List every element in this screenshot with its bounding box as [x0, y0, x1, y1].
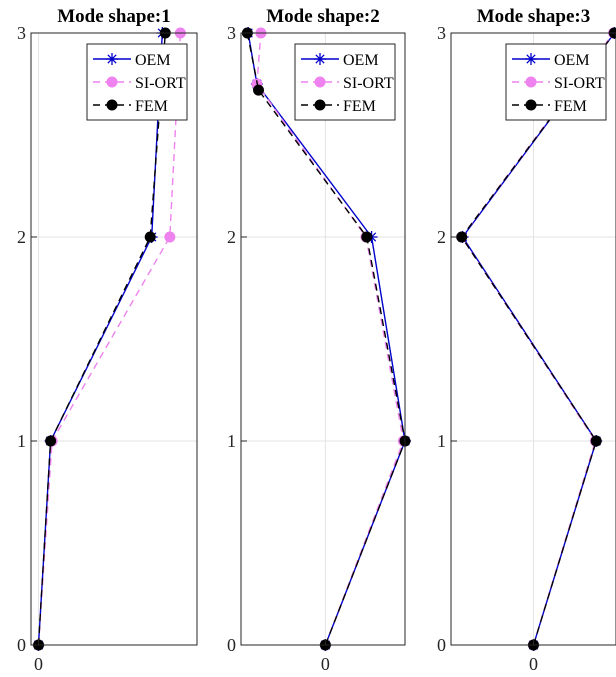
y-tick-label: 1	[227, 431, 236, 451]
panel-title: Mode shape:3	[477, 6, 590, 27]
y-tick-label: 0	[227, 635, 236, 655]
legend: OEM SI-ORT FEM	[294, 43, 396, 121]
series-line-fem	[246, 32, 406, 646]
legend-marker	[314, 76, 326, 88]
legend-label: SI-ORT	[554, 75, 605, 92]
legend-label: FEM	[554, 98, 587, 115]
legend: OEM SI-ORT FEM	[505, 43, 607, 121]
y-tick-label: 1	[437, 431, 446, 451]
y-tick-label: 1	[17, 431, 26, 451]
data-point-fem	[45, 435, 57, 447]
x-tick-label: 0	[34, 654, 43, 674]
x-tick-label: 0	[529, 654, 538, 674]
legend-box	[505, 43, 607, 121]
panel-title: Mode shape:1	[57, 6, 170, 27]
legend-marker	[525, 76, 537, 88]
legend-label: SI-ORT	[135, 75, 186, 92]
y-tick-label: 0	[17, 635, 26, 655]
legend-marker	[106, 99, 118, 111]
legend-marker	[525, 53, 537, 65]
data-point-fem	[590, 435, 602, 447]
legend: OEM SI-ORT FEM	[86, 43, 188, 121]
y-tick-label: 3	[437, 23, 446, 43]
panel-3: 0 1 2 3 0 Mode shape:3 OEM SI-ORT FEM	[437, 6, 616, 674]
series-line-si-ort	[256, 32, 405, 646]
legend-label: OEM	[135, 52, 171, 69]
legend-marker	[525, 99, 537, 111]
series-line-si-ort	[460, 32, 615, 646]
series-line-oem	[461, 32, 615, 646]
panel-2: 0 1 2 3 0 Mode shape:2 OEM SI-ORT FEM	[227, 6, 411, 674]
legend-label: FEM	[135, 98, 168, 115]
data-point-fem	[456, 231, 468, 243]
legend-label: FEM	[343, 98, 376, 115]
series-line-fem	[460, 32, 615, 646]
legend-marker	[314, 53, 326, 65]
panel-1: 0 1 2 3 0 Mode shape:1 OEM SI-ORT FEM	[17, 6, 198, 674]
y-tick-label: 3	[227, 23, 236, 43]
legend-marker	[106, 53, 118, 65]
axes-box	[30, 32, 198, 646]
data-point-fem	[144, 231, 156, 243]
legend-label: OEM	[343, 52, 379, 69]
y-tick-label: 3	[17, 23, 26, 43]
legend-marker	[314, 99, 326, 111]
y-tick-label: 2	[227, 227, 236, 247]
panel-title: Mode shape:2	[266, 6, 379, 27]
series-line-si-ort	[37, 32, 182, 646]
x-tick-label: 0	[321, 654, 330, 674]
series-line-fem	[37, 32, 166, 646]
y-tick-label: 2	[17, 227, 26, 247]
y-tick-label: 0	[437, 635, 446, 655]
series-line-oem	[247, 32, 406, 646]
legend-label: SI-ORT	[343, 75, 394, 92]
data-point-si-ort	[164, 231, 176, 243]
data-point-fem	[361, 231, 373, 243]
legend-box	[86, 43, 188, 121]
legend-box	[294, 43, 396, 121]
data-point-fem	[253, 84, 265, 96]
legend-marker	[106, 76, 118, 88]
legend-label: OEM	[554, 52, 590, 69]
y-tick-label: 2	[437, 227, 446, 247]
axes-box	[240, 32, 406, 646]
